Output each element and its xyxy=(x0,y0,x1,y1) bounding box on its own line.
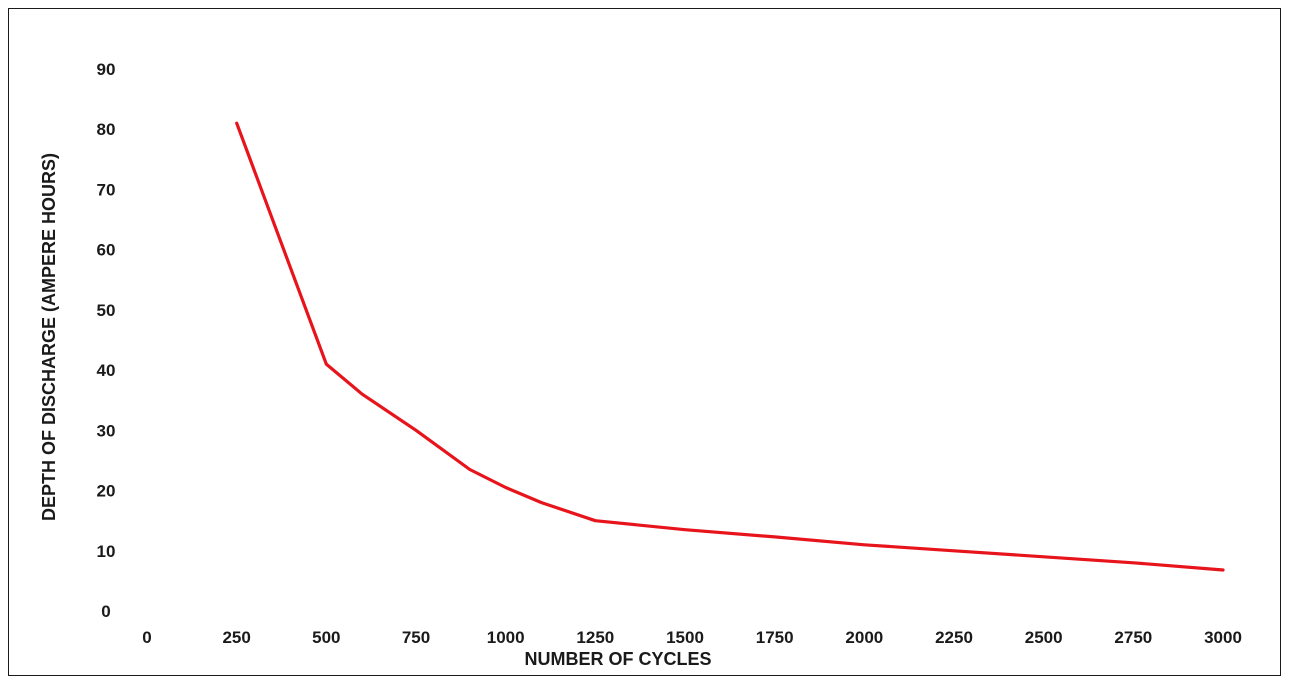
x-tick-label: 2000 xyxy=(845,628,883,647)
x-axis-title: NUMBER OF CYCLES xyxy=(524,649,711,669)
y-tick-label: 70 xyxy=(97,180,116,199)
y-axis-ticks: 0 10 20 30 40 50 60 70 80 90 xyxy=(97,60,116,621)
y-tick-label: 20 xyxy=(97,482,116,501)
y-tick-label: 40 xyxy=(97,361,116,380)
x-tick-label: 1250 xyxy=(576,628,614,647)
y-tick-label: 10 xyxy=(97,542,116,561)
x-tick-label: 2750 xyxy=(1114,628,1152,647)
y-tick-label: 0 xyxy=(101,602,110,621)
x-tick-label: 2500 xyxy=(1025,628,1063,647)
series-lines xyxy=(235,121,1225,572)
x-tick-label: 0 xyxy=(142,628,151,647)
y-axis-title: DEPTH OF DISCHARGE (AMPERE HOURS) xyxy=(39,153,59,521)
chart-frame: 0 10 20 30 40 50 60 70 80 90 0 250 500 750 1000 1250 15… xyxy=(8,8,1281,676)
y-tick-label: 90 xyxy=(97,60,116,79)
x-tick-label: 250 xyxy=(222,628,250,647)
y-tick-label: 30 xyxy=(97,421,116,440)
x-tick-label: 1750 xyxy=(756,628,794,647)
x-tick-label: 3000 xyxy=(1204,628,1242,647)
x-tick-label: 750 xyxy=(402,628,430,647)
x-tick-label: 1000 xyxy=(487,628,525,647)
x-tick-label: 1500 xyxy=(666,628,704,647)
depth-of-discharge-chart: 0 10 20 30 40 50 60 70 80 90 0 250 500 750 1000 1250 15… xyxy=(39,60,1242,669)
y-tick-label: 80 xyxy=(97,120,116,139)
x-tick-label: 2250 xyxy=(935,628,973,647)
y-tick-label: 50 xyxy=(97,301,116,320)
series-line xyxy=(235,121,1225,572)
x-tick-label: 500 xyxy=(312,628,340,647)
y-tick-label: 60 xyxy=(97,241,116,260)
x-axis-ticks: 0 250 500 750 1000 1250 1500 1750 2000 2250 2500 27… xyxy=(142,628,1242,647)
